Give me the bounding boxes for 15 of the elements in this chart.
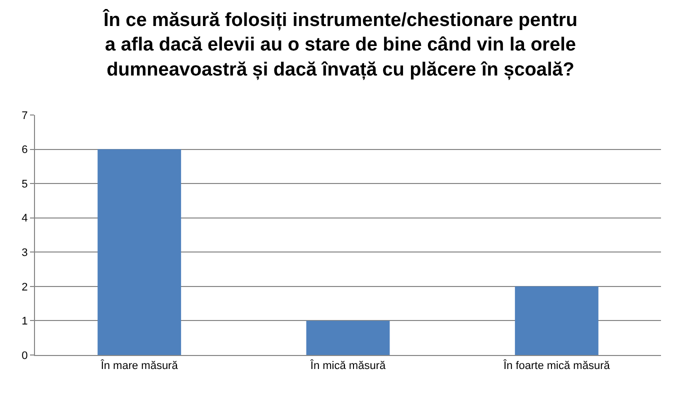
y-tick-label: 0 (22, 350, 28, 362)
bar (306, 320, 390, 355)
y-tick-label: 7 (22, 110, 28, 122)
bar (514, 286, 598, 355)
bar (98, 149, 182, 355)
chart-title: În ce măsură folosiți instrumente/chestionare pentru a afla dacă elevii au o stare de bine când vin la orele dumneavoastră și dacă învață cu plăcere în școală? (102, 8, 578, 80)
y-tick-label: 4 (22, 212, 28, 225)
x-tick-label: În foarte mică măsură (502, 359, 611, 372)
y-tick-label: 1 (22, 316, 28, 328)
y-tick-label: 2 (22, 281, 28, 294)
x-tick-label: În mică măsură (309, 359, 386, 372)
y-tick-label: 3 (22, 246, 28, 259)
x-tick-label: În mare măsură (100, 359, 179, 372)
y-tick-label: 5 (22, 178, 28, 190)
y-tick-label: 6 (22, 144, 28, 156)
